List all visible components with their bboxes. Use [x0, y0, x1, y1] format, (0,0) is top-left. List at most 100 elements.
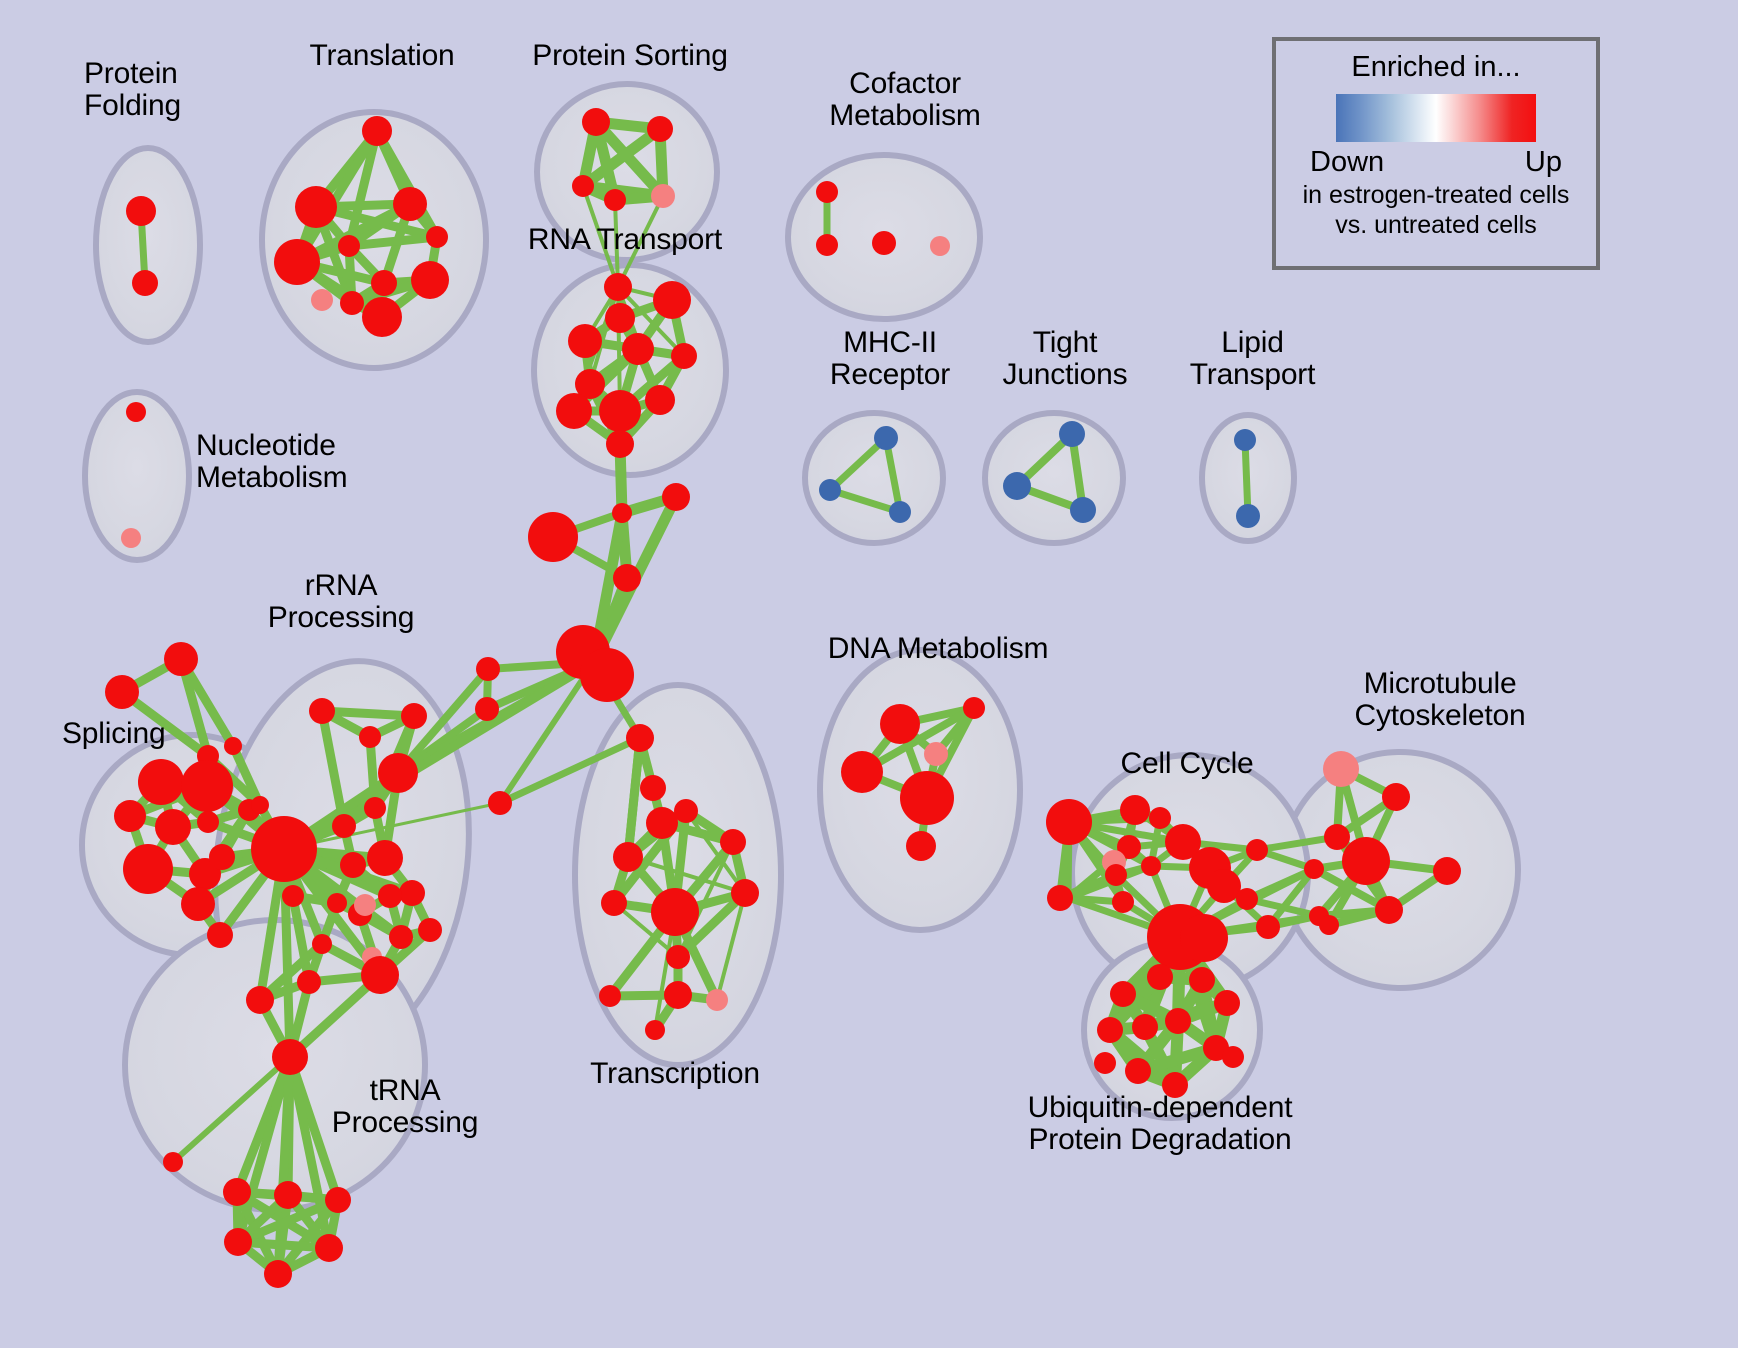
node-up	[1165, 1008, 1191, 1034]
node-mid	[706, 989, 728, 1011]
node-up	[604, 189, 626, 211]
node-up	[327, 893, 347, 913]
node-up	[164, 642, 198, 676]
node-up	[476, 657, 500, 681]
node-up	[575, 369, 605, 399]
cluster-label-splicing: Splicing	[62, 717, 166, 750]
node-up	[362, 116, 392, 146]
node-up	[731, 879, 759, 907]
node-up	[1117, 835, 1141, 859]
node-down	[889, 501, 911, 523]
node-up	[1180, 914, 1228, 962]
node-up	[207, 922, 233, 948]
node-up	[426, 226, 448, 248]
node-up	[601, 890, 627, 916]
node-up	[325, 1187, 351, 1213]
node-up	[123, 844, 173, 894]
node-up	[488, 791, 512, 815]
node-up	[264, 1260, 292, 1288]
cluster-label-rna-transport: RNA Transport	[527, 223, 723, 256]
node-up	[223, 1178, 251, 1206]
node-up	[720, 829, 746, 855]
node-up	[647, 116, 673, 142]
node-up	[1382, 783, 1410, 811]
node-up	[640, 775, 666, 801]
node-up	[572, 175, 594, 197]
node-up	[1214, 990, 1240, 1016]
cluster-label-microtubule: Microtubule Cytoskeleton	[1354, 667, 1526, 733]
node-up	[224, 1228, 252, 1256]
cluster-label-nucleotide-metabolism: Nucleotide Metabolism	[196, 429, 348, 495]
node-up	[1304, 859, 1324, 879]
node-up	[359, 726, 381, 748]
node-up	[401, 703, 427, 729]
node-up	[1222, 1046, 1244, 1068]
node-up	[645, 1020, 665, 1040]
node-up	[1319, 915, 1339, 935]
node-up	[1094, 1052, 1116, 1074]
node-up	[568, 324, 602, 358]
node-up	[1342, 837, 1390, 885]
node-up	[599, 390, 641, 432]
node-mid	[121, 528, 141, 548]
node-up	[309, 698, 335, 724]
node-up	[816, 234, 838, 256]
node-up	[1433, 857, 1461, 885]
node-up	[389, 925, 413, 949]
legend-caption-line2: vs. untreated cells	[1335, 211, 1537, 239]
cluster-label-dna-metabolism: DNA Metabolism	[827, 632, 1049, 665]
legend-panel: Enriched in... Down Up in estrogen-treat…	[1272, 37, 1600, 270]
node-up	[906, 831, 936, 861]
node-up	[378, 753, 418, 793]
node-up	[1165, 824, 1201, 860]
node-up	[1110, 981, 1136, 1007]
cluster-label-transcription: Transcription	[590, 1057, 760, 1090]
node-mid	[924, 742, 948, 766]
node-up	[209, 844, 235, 870]
node-up	[475, 697, 499, 721]
node-up	[605, 303, 635, 333]
node-up	[114, 800, 146, 832]
node-up	[645, 385, 675, 415]
legend-title: Enriched in...	[1351, 51, 1521, 83]
node-up	[1246, 839, 1268, 861]
node-up	[651, 888, 699, 936]
node-up	[1375, 896, 1403, 924]
cluster-label-rrna-processing: rRNA Processing	[267, 569, 415, 635]
node-up	[181, 760, 233, 812]
node-up	[315, 1234, 343, 1262]
node-up	[1097, 1017, 1123, 1043]
node-up	[364, 797, 386, 819]
node-up	[1256, 915, 1280, 939]
node-up	[666, 945, 690, 969]
node-up	[604, 273, 632, 301]
cluster-label-cell-cycle: Cell Cycle	[1120, 747, 1254, 780]
node-up	[1046, 799, 1092, 845]
node-up	[612, 503, 632, 523]
node-up	[362, 297, 402, 337]
node-up	[361, 956, 399, 994]
node-up	[163, 1152, 183, 1172]
cluster-label-trna-processing: tRNA Processing	[331, 1074, 479, 1140]
node-up	[155, 809, 191, 845]
node-up	[251, 796, 269, 814]
hull-mhc-ii	[802, 410, 946, 546]
node-up	[371, 270, 397, 296]
legend-up-label: Up	[1524, 146, 1562, 178]
legend-caption-line1: in estrogen-treated cells	[1302, 181, 1570, 209]
hull-nucleotide-metabolism	[82, 389, 192, 563]
node-up	[646, 807, 678, 839]
node-up	[132, 270, 158, 296]
node-up	[872, 231, 896, 255]
cluster-label-ubiquitin: Ubiquitin-dependent Protein Degradation	[1027, 1091, 1293, 1157]
node-up	[246, 986, 274, 1014]
node-up	[1120, 795, 1150, 825]
node-up	[105, 675, 139, 709]
node-up	[126, 402, 146, 422]
node-mid	[930, 236, 950, 256]
node-down	[1234, 429, 1256, 451]
node-up	[295, 186, 337, 228]
node-up	[662, 483, 690, 511]
node-mid	[651, 184, 675, 208]
